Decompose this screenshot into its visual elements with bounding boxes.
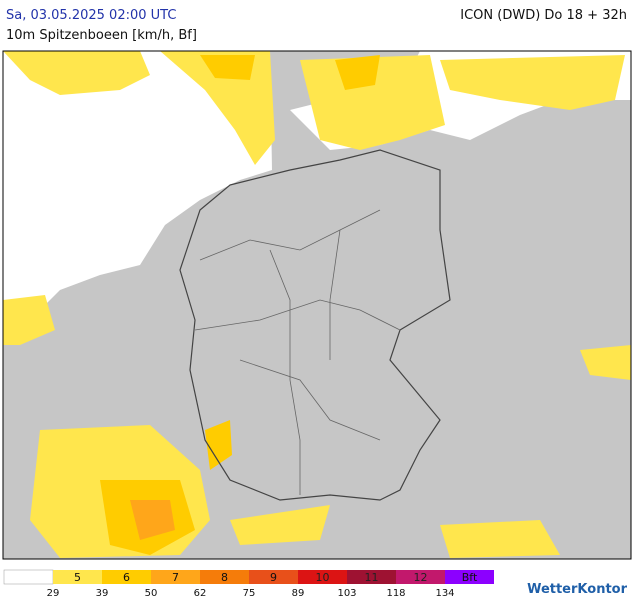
state-borders: [194, 209, 401, 495]
legend-swatch: [200, 570, 249, 584]
legend-swatch: [151, 570, 200, 584]
legend-swatch: [53, 570, 102, 584]
legend-swatch: [298, 570, 347, 584]
north-sea: [3, 51, 272, 345]
germany-border: [179, 149, 451, 501]
gust-area: [3, 295, 55, 345]
brand: WetterKontor: [527, 582, 628, 597]
map-frame: [2, 50, 632, 560]
legend-threshold: 50: [145, 588, 158, 599]
model-run: ICON (DWD) Do 18 + 32h: [460, 8, 627, 23]
gust-area: [440, 520, 560, 558]
legend-calm: [3, 569, 54, 585]
legend-swatch: [347, 570, 396, 584]
legend-class-label: 6: [123, 571, 130, 584]
legend-threshold: 89: [292, 588, 305, 599]
legend-swatch: [102, 570, 151, 584]
legend-class-label: 10: [316, 571, 330, 584]
gust-area: [440, 55, 625, 110]
legend-class-label: 8: [221, 571, 228, 584]
parameter: 10m Spitzenboeen [km/h, Bf]: [6, 28, 197, 43]
gust-area: [205, 420, 232, 470]
legend-class-label: 11: [365, 571, 379, 584]
legend-threshold: 62: [194, 588, 207, 599]
legend-threshold: 29: [47, 588, 60, 599]
legend-class-label: 5: [74, 571, 81, 584]
legend-class-label: 12: [414, 571, 428, 584]
legend-threshold: 103: [337, 588, 356, 599]
legend-threshold: 75: [243, 588, 256, 599]
legend-threshold: 39: [96, 588, 109, 599]
legend-class-label: 9: [270, 571, 277, 584]
gust-area: [3, 51, 150, 95]
valid-time: Sa, 03.05.2025 02:00 UTC: [6, 8, 176, 23]
gust-area: [230, 505, 330, 545]
legend-swatch: [396, 570, 445, 584]
legend-class-label: Bft: [462, 571, 478, 584]
legend-threshold: 134: [435, 588, 454, 599]
gust-area: [200, 55, 255, 80]
legend-swatch: [445, 570, 494, 584]
gust-area: [335, 55, 380, 90]
gust-area: [580, 345, 631, 380]
legend-class-label: 7: [172, 571, 179, 584]
legend-swatch: [249, 570, 298, 584]
legend-threshold: 118: [386, 588, 405, 599]
map: [2, 50, 632, 560]
gust-area: [130, 500, 175, 540]
gust-area: [300, 55, 445, 150]
